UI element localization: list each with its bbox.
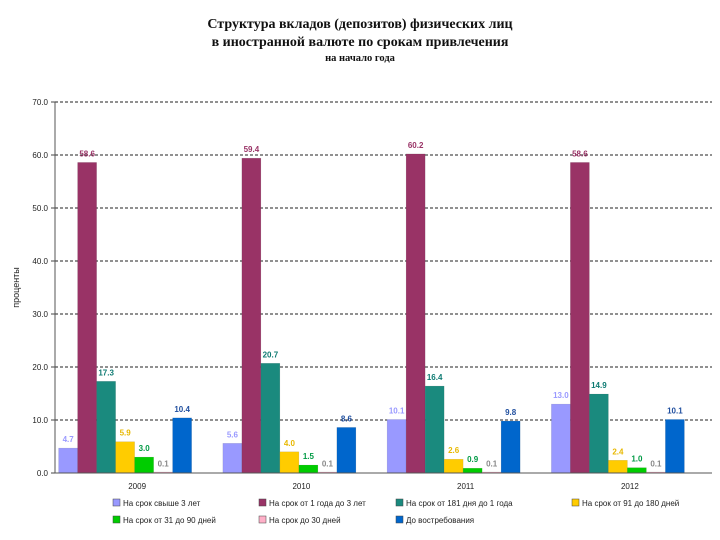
legend-label: На срок от 31 до 90 дней [123,516,216,525]
bar [405,153,426,474]
label-layer: 4.7 58.6 17.3 5.9 3.0 0.1 10.4 5.6 59.4 20.7 4.0 1.… [63,141,684,469]
chart-title-block: Структура вкладов (депозитов) физических… [0,0,720,64]
data-label: 1.5 [303,452,315,461]
chart-title: Структура вкладов (депозитов) физических… [207,17,513,32]
bar [589,393,609,474]
bar [462,467,483,474]
data-label: 0.1 [158,459,170,468]
legend-swatch [395,515,404,524]
data-label: 9.8 [505,408,517,417]
data-label: 60.2 [408,141,424,150]
legend-label: На срок свыше 3 лет [123,499,201,508]
chart-title-line2: в иностранной валюте по срокам привлечен… [211,35,509,50]
legend-label: На срок до 30 дней [269,516,341,525]
legend-swatch [258,498,267,507]
y-tick-label: 30.0 [32,310,48,319]
data-label: 14.9 [591,381,607,390]
y-tick-label: 20.0 [32,363,48,372]
data-label: 0.9 [467,455,479,464]
bar [665,419,685,474]
data-label: 2.6 [448,446,460,455]
data-label: 5.6 [227,430,239,439]
data-label: 3.0 [139,444,151,453]
legend: На срок свыше 3 лет На срок от 1 года до … [112,498,679,525]
x-tick-label: 2009 [128,482,146,491]
bar [608,460,628,474]
data-label: 4.0 [284,439,296,448]
bar [241,157,262,474]
legend-label: На срок от 1 года до 3 лет [269,499,366,508]
grid-layer [55,101,712,421]
data-label: 5.9 [120,429,132,438]
bar [551,403,571,474]
y-tick-label: 60.0 [32,151,48,160]
chart-subtitle: на начало года [325,53,395,64]
y-axis-label: проценты [11,267,21,308]
data-label: 0.1 [322,459,334,468]
bar [134,456,154,474]
legend-label: До востребования [406,516,474,525]
bar [115,441,135,474]
data-label: 4.7 [63,435,75,444]
data-label: 59.4 [244,145,260,154]
bar [96,381,116,474]
bar [222,443,243,474]
data-label: 10.1 [667,406,683,415]
data-label: 13.0 [553,391,569,400]
data-label: 58.6 [572,149,588,158]
data-label: 16.4 [427,373,443,382]
bar [77,162,97,474]
y-tick-label: 50.0 [32,204,48,213]
bar [298,464,319,474]
legend-swatch [395,498,404,507]
y-tick-label: 10.0 [32,416,48,425]
axis-layer: 0.0 10.0 20.0 30.0 40.0 50.0 60.0 70.0 проценты 2… [11,98,712,491]
data-label: 2.4 [612,447,624,456]
x-tick-label: 2010 [292,482,310,491]
data-label: 10.4 [174,405,190,414]
legend-swatch [258,515,267,524]
bar [172,417,192,474]
bar [58,447,78,474]
bar [443,458,464,474]
bar [279,451,300,474]
legend-swatch [112,498,121,507]
data-label: 8.6 [341,414,353,423]
legend-label: На срок от 91 до 180 дней [582,499,679,508]
data-label: 20.7 [263,350,279,359]
data-label: 17.3 [98,368,114,377]
data-label: 0.1 [486,459,498,468]
data-label: 1.0 [631,455,643,464]
bar [336,427,357,474]
legend-swatch [571,498,580,507]
data-label: 0.1 [650,459,662,468]
bar [424,385,445,474]
bar-layer [58,153,685,474]
bar [627,467,647,474]
y-tick-label: 40.0 [32,257,48,266]
bar [570,162,590,474]
data-label: 58.6 [79,149,95,158]
x-tick-label: 2011 [457,482,475,491]
x-tick-label: 2012 [621,482,639,491]
legend-label: На срок от 181 дня до 1 года [406,499,513,508]
legend-swatch [112,515,121,524]
data-label: 10.1 [389,406,405,415]
bar [260,363,281,474]
y-tick-label: 70.0 [32,98,48,107]
bar [386,419,407,474]
bar [500,420,521,474]
y-tick-label: 0.0 [37,469,49,478]
